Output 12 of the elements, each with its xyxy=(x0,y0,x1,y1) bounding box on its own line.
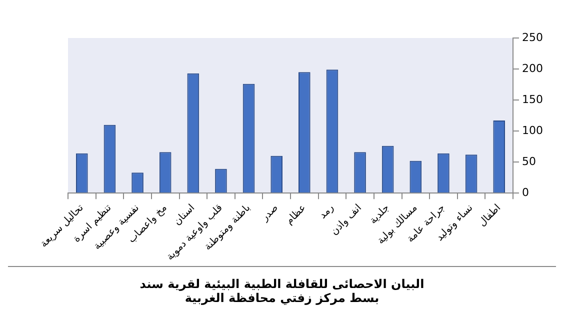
text: البيان الاحصائى للقافلة الطبية البيئية لقرية سند بسط مركز زفتي محافظة الغربية xyxy=(8,266,556,305)
y-tick-label: 150 xyxy=(522,92,544,106)
y-tick-label: 100 xyxy=(522,124,544,137)
y-tick-label: 200 xyxy=(522,62,544,75)
y-tick-label: 50 xyxy=(522,154,536,168)
x-tick-label: اطفال xyxy=(476,202,504,229)
x-tick-label: جلدية xyxy=(368,202,392,226)
y-tick-label: 0 xyxy=(522,186,530,199)
x-tick-label: عظام xyxy=(284,202,308,227)
x-tick-label: صدر xyxy=(258,202,281,224)
y-tick-label: 250 xyxy=(522,30,544,44)
x-tick-label: رمد xyxy=(317,202,336,222)
